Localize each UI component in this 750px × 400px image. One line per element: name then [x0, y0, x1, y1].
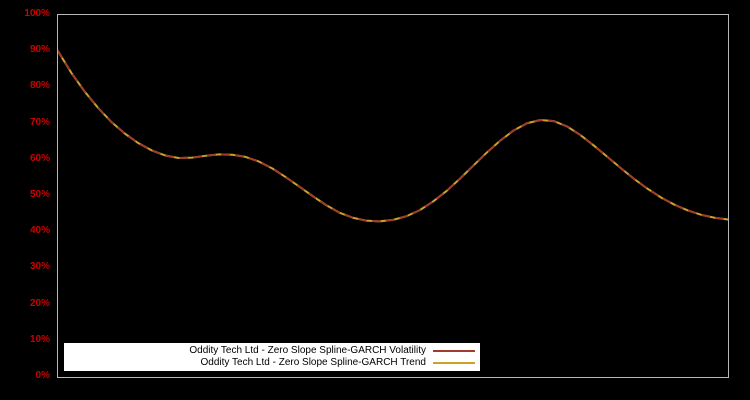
plot-area: Oddity Tech Ltd - Zero Slope Spline-GARC… — [57, 14, 729, 378]
y-axis-tick-label: 60% — [29, 152, 50, 164]
legend-item-volatility: Oddity Tech Ltd - Zero Slope Spline-GARC… — [69, 345, 475, 357]
y-axis: 0% 10% 20% 30% 40% 50% 60% 70% 80% 90% 100% — [0, 0, 52, 400]
legend-line-sample-volatility — [433, 350, 475, 352]
y-axis-tick-label: 100% — [24, 8, 50, 19]
y-axis-tick-label: 30% — [29, 261, 50, 273]
y-axis-tick-label: 80% — [29, 80, 50, 92]
legend-label-trend: Oddity Tech Ltd - Zero Slope Spline-GARC… — [200, 357, 426, 368]
y-axis-tick-label: 20% — [29, 297, 50, 309]
volatility-line — [58, 51, 728, 221]
legend: Oddity Tech Ltd - Zero Slope Spline-GARC… — [64, 343, 480, 371]
trend-line — [58, 51, 728, 221]
series-plot — [58, 15, 728, 377]
y-axis-tick-label: 90% — [29, 44, 50, 56]
legend-line-sample-trend — [433, 362, 475, 364]
y-axis-tick-label: 50% — [29, 189, 50, 200]
y-axis-tick-label: 10% — [29, 333, 50, 345]
legend-label-volatility: Oddity Tech Ltd - Zero Slope Spline-GARC… — [189, 345, 426, 356]
y-axis-tick-label: 40% — [29, 225, 50, 237]
y-axis-tick-label: 70% — [29, 116, 50, 128]
legend-item-trend: Oddity Tech Ltd - Zero Slope Spline-GARC… — [69, 357, 475, 369]
y-axis-tick-label: 0% — [35, 370, 50, 381]
